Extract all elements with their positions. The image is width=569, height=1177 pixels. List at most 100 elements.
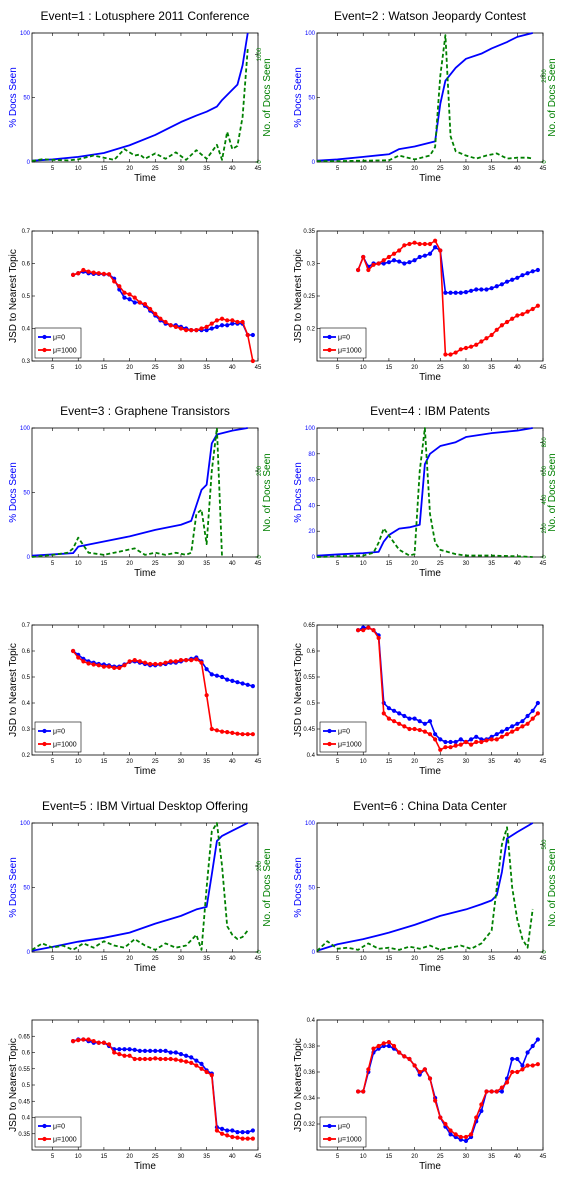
x-tick-label: 10 xyxy=(75,365,82,371)
series-2-point xyxy=(117,1052,122,1057)
x-tick-label: 20 xyxy=(411,365,418,371)
series-1-point xyxy=(479,1108,484,1114)
series-1-point xyxy=(530,269,535,274)
series-2-point xyxy=(520,724,525,729)
series-1-point xyxy=(479,287,484,292)
series-2-point xyxy=(183,1059,189,1064)
y-tick-label: 0.5 xyxy=(22,1083,31,1089)
series-2-point xyxy=(96,1040,101,1045)
legend-label: μ=0 xyxy=(53,1124,65,1131)
y-tick-label: 0.5 xyxy=(307,701,316,707)
series-2-point xyxy=(504,1080,510,1085)
series-2-point xyxy=(101,664,107,669)
series-2-point xyxy=(117,665,122,671)
series-2-point xyxy=(214,1128,220,1133)
series-1-point xyxy=(448,739,453,745)
series-2-point xyxy=(371,628,376,633)
series-2-point xyxy=(183,328,189,333)
series-2-point xyxy=(112,1050,117,1055)
series-1-point xyxy=(463,1138,469,1143)
x-tick-label: 15 xyxy=(386,166,393,172)
series-1-point xyxy=(219,674,225,680)
y-tick-label: 100 xyxy=(305,426,316,432)
x-tick-label: 35 xyxy=(488,759,495,765)
y-tick-label: 0.35 xyxy=(18,1132,30,1138)
series-2-point xyxy=(122,290,127,295)
x-axis-label: Time xyxy=(134,1161,156,1172)
series-2-point xyxy=(381,711,386,716)
legend-label: μ=1000 xyxy=(338,1137,362,1144)
series-2-point xyxy=(189,658,194,663)
series-2-point xyxy=(117,284,122,289)
y-tick-label: 0.45 xyxy=(18,1099,30,1105)
y-tick-label: 0.45 xyxy=(303,727,315,733)
y-tick-label: 0.7 xyxy=(22,623,31,629)
chart-title: Event=1 : Lotusphere 2011 Conference xyxy=(41,9,250,23)
series-2-point xyxy=(433,737,438,742)
x-tick-label: 15 xyxy=(101,1154,108,1160)
series-2-point xyxy=(168,1056,173,1062)
x-tick-label: 5 xyxy=(51,956,55,962)
series-1-point xyxy=(250,332,255,338)
series-1-point xyxy=(443,739,448,745)
series-2-point xyxy=(489,737,494,742)
x-tick-label: 35 xyxy=(203,365,210,371)
x-tick-label: 40 xyxy=(514,956,521,962)
series-1-point xyxy=(474,734,479,739)
y-axis-label: JSD to Nearest Topic xyxy=(293,643,304,737)
series-2-point xyxy=(132,1056,137,1062)
series-2-point xyxy=(70,1039,76,1044)
x-tick-label: 40 xyxy=(514,1154,521,1160)
y-tick-label: 50 xyxy=(23,491,30,497)
x-tick-label: 40 xyxy=(514,759,521,765)
series-2-point xyxy=(412,240,417,245)
x-tick-label: 20 xyxy=(126,956,133,962)
x-tick-label: 40 xyxy=(229,956,236,962)
series-2-point xyxy=(250,732,255,737)
series-line-2 xyxy=(31,822,249,951)
x-tick-label: 15 xyxy=(101,759,108,765)
y-tick-label: 50 xyxy=(23,886,30,892)
x-tick-label: 45 xyxy=(540,1154,547,1160)
series-2-point xyxy=(178,326,184,331)
series-1-point xyxy=(515,275,520,280)
series-1-point xyxy=(453,290,458,295)
series-2-point xyxy=(112,665,117,671)
series-2-point xyxy=(86,269,91,274)
series-2-point xyxy=(76,655,81,660)
series-2-point xyxy=(417,1069,422,1075)
series-2-point xyxy=(91,270,96,275)
series-2-point xyxy=(112,279,117,284)
series-1-point xyxy=(397,711,402,716)
legend-swatch-marker xyxy=(327,334,332,340)
series-1-point xyxy=(183,1053,189,1058)
series-1-point xyxy=(427,719,433,724)
series-1-point xyxy=(209,326,214,331)
plot-frame xyxy=(31,427,259,558)
series-2-point xyxy=(479,739,484,745)
y2-axis-label: No. of Docs Seen xyxy=(262,453,273,531)
series-2-point xyxy=(448,745,453,750)
series-2-point xyxy=(407,1056,412,1062)
y-tick-label: 0.65 xyxy=(303,623,315,629)
series-1-point xyxy=(530,708,535,713)
series-2-point xyxy=(453,350,458,355)
series-2-point xyxy=(219,316,225,321)
legend-swatch-marker xyxy=(42,1136,47,1142)
x-axis-label: Time xyxy=(134,963,156,974)
series-2-point xyxy=(122,663,127,668)
y-tick-label: 0.4 xyxy=(307,1018,316,1024)
y-axis-label: JSD to Nearest Topic xyxy=(8,643,19,737)
series-2-point xyxy=(183,658,189,663)
series-2-point xyxy=(443,352,448,357)
series-line-1 xyxy=(31,822,249,952)
series-2-point xyxy=(142,1056,148,1062)
y2-tick-label: 0 xyxy=(542,555,548,559)
x-tick-label: 10 xyxy=(360,759,367,765)
series-1-point xyxy=(194,1058,199,1063)
x-tick-label: 25 xyxy=(152,166,159,172)
series-1-point xyxy=(510,277,515,282)
y-tick-label: 0.25 xyxy=(303,294,315,300)
y-tick-label: 0.4 xyxy=(22,701,31,707)
chart-panel-3: 5 10 15 20 25 30 35 40 45 Time 0.3 0.4 0.5 0.6 0.7 JSD … xyxy=(8,229,262,383)
